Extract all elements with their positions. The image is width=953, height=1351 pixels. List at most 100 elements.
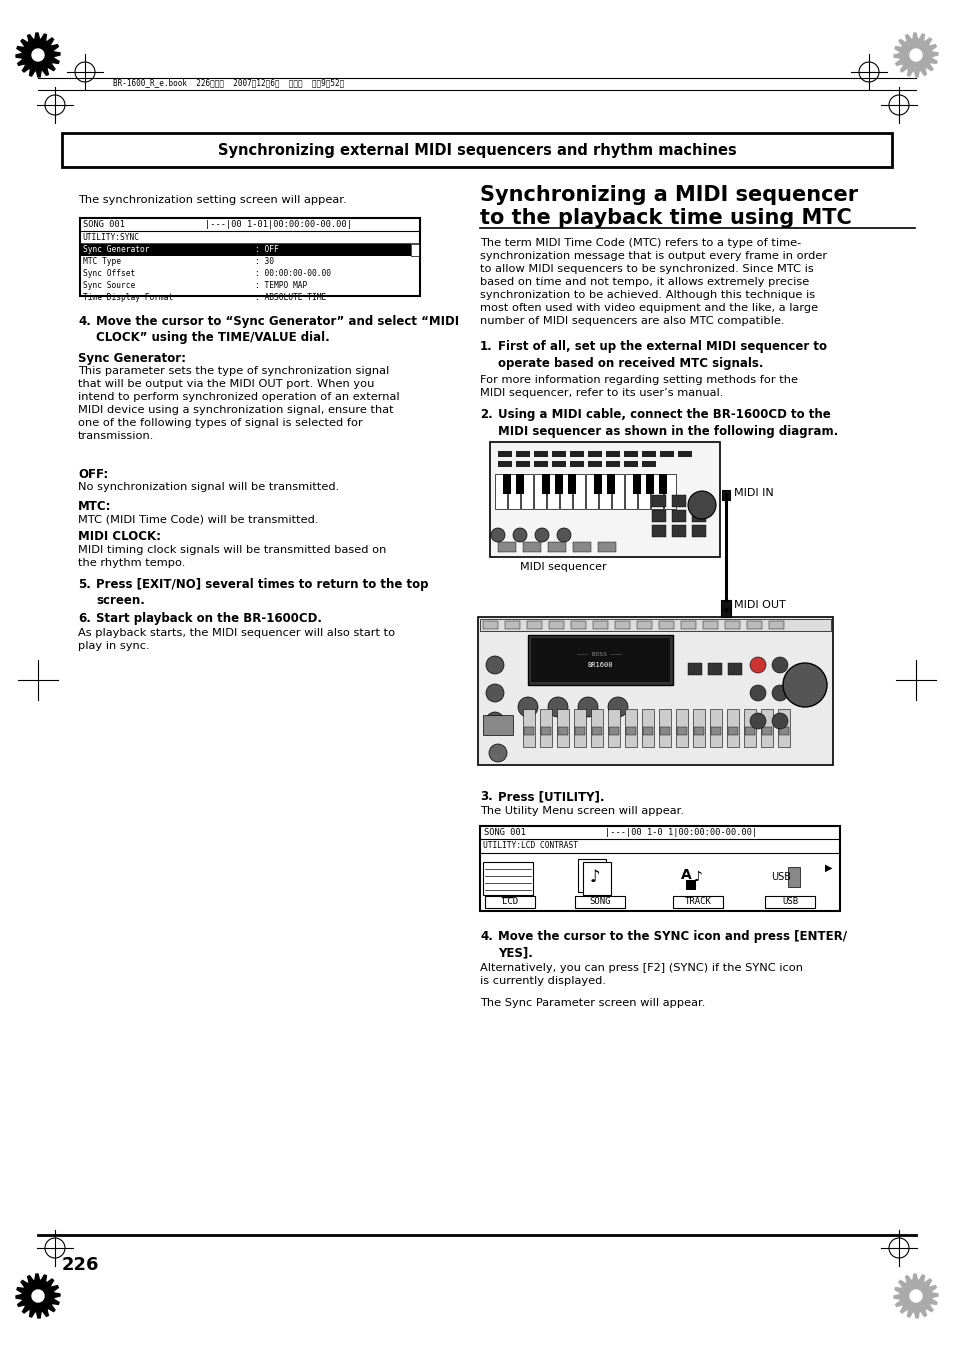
Text: For more information regarding setting methods for the
MIDI sequencer, refer to : For more information regarding setting m…: [479, 376, 797, 399]
Text: 226: 226: [62, 1256, 99, 1274]
Bar: [659, 451, 673, 457]
Bar: [606, 474, 615, 494]
Bar: [62, 132, 891, 168]
Polygon shape: [16, 32, 60, 77]
Bar: [633, 474, 640, 494]
Bar: [569, 461, 583, 467]
Bar: [546, 474, 558, 509]
Bar: [541, 474, 550, 494]
Bar: [495, 474, 506, 509]
Circle shape: [687, 490, 716, 519]
Text: Press [UTILITY].: Press [UTILITY].: [497, 790, 604, 802]
Bar: [651, 526, 665, 536]
Text: 6.: 6.: [78, 612, 91, 626]
Circle shape: [535, 528, 548, 542]
Bar: [548, 621, 563, 630]
Polygon shape: [893, 32, 937, 77]
Bar: [727, 663, 741, 676]
Bar: [573, 474, 584, 509]
Text: BR1600: BR1600: [587, 662, 612, 667]
Text: MTC (MIDI Time Code) will be transmitted.: MTC (MIDI Time Code) will be transmitted…: [78, 513, 318, 524]
Text: Using a MIDI cable, connect the BR-1600CD to the
MIDI sequencer as shown in the : Using a MIDI cable, connect the BR-1600C…: [497, 408, 838, 438]
Bar: [516, 461, 530, 467]
Bar: [594, 474, 601, 494]
Circle shape: [485, 712, 503, 730]
Bar: [552, 461, 565, 467]
Bar: [720, 609, 730, 617]
Bar: [676, 709, 687, 747]
Bar: [569, 451, 583, 457]
Bar: [677, 727, 686, 735]
Bar: [623, 461, 638, 467]
Text: : 30: : 30: [254, 257, 274, 266]
Circle shape: [771, 685, 787, 701]
Text: MIDI sequencer: MIDI sequencer: [519, 562, 606, 571]
Bar: [557, 709, 568, 747]
Bar: [641, 461, 656, 467]
Bar: [598, 542, 616, 553]
Bar: [671, 526, 685, 536]
Text: Move the cursor to “Sync Generator” and select “MIDI
CLOCK” using the TIME/VALUE: Move the cursor to “Sync Generator” and …: [96, 315, 458, 345]
Polygon shape: [909, 49, 921, 61]
Bar: [721, 490, 729, 500]
Text: ♪: ♪: [693, 870, 701, 884]
Text: to the playback time using MTC: to the playback time using MTC: [479, 208, 851, 228]
Text: Sync Generator:: Sync Generator:: [78, 353, 186, 365]
Bar: [638, 474, 649, 509]
Bar: [411, 245, 418, 255]
Bar: [607, 709, 619, 747]
Circle shape: [557, 528, 571, 542]
Bar: [778, 709, 789, 747]
Bar: [779, 727, 788, 735]
Bar: [482, 862, 533, 894]
Text: Press [EXIT/NO] several times to return to the top
screen.: Press [EXIT/NO] several times to return …: [96, 578, 428, 608]
Bar: [709, 709, 721, 747]
Bar: [659, 621, 673, 630]
Bar: [526, 621, 541, 630]
Text: UTILITY:LCD CONTRAST: UTILITY:LCD CONTRAST: [482, 842, 578, 850]
Bar: [523, 727, 534, 735]
Bar: [555, 474, 562, 494]
Bar: [477, 617, 832, 765]
Bar: [724, 621, 740, 630]
Bar: [547, 542, 565, 553]
Bar: [482, 715, 513, 735]
Text: The term MIDI Time Code (MTC) refers to a type of time-
synchronization message : The term MIDI Time Code (MTC) refers to …: [479, 238, 826, 326]
Text: Sync Offset: Sync Offset: [83, 269, 135, 278]
Bar: [672, 896, 722, 908]
Bar: [497, 542, 516, 553]
Bar: [615, 621, 629, 630]
Bar: [612, 474, 623, 509]
Bar: [659, 727, 669, 735]
Bar: [571, 621, 585, 630]
Circle shape: [749, 685, 765, 701]
Bar: [522, 542, 540, 553]
Text: BR-1600_R_e.book  226ページ  2007年12月6日  木曜日  午前9晈52分: BR-1600_R_e.book 226ページ 2007年12月6日 木曜日 午…: [112, 78, 344, 88]
Polygon shape: [16, 1274, 60, 1319]
Polygon shape: [32, 49, 44, 61]
Bar: [534, 461, 547, 467]
Text: Start playback on the BR-1600CD.: Start playback on the BR-1600CD.: [96, 612, 322, 626]
Text: ▶: ▶: [823, 863, 831, 873]
Bar: [507, 474, 519, 509]
Circle shape: [489, 744, 506, 762]
Bar: [671, 509, 685, 521]
Bar: [761, 727, 771, 735]
Bar: [575, 896, 624, 908]
Text: USB: USB: [781, 897, 798, 907]
Polygon shape: [893, 1274, 937, 1319]
Bar: [490, 442, 720, 557]
Bar: [641, 451, 656, 457]
Circle shape: [485, 684, 503, 703]
Bar: [720, 600, 730, 611]
Text: ♪: ♪: [589, 867, 599, 886]
Circle shape: [771, 657, 787, 673]
Bar: [585, 474, 598, 509]
Bar: [687, 663, 701, 676]
Text: LCD: LCD: [501, 897, 517, 907]
Bar: [582, 862, 610, 894]
Bar: [479, 619, 830, 631]
Bar: [680, 621, 696, 630]
Text: USB: USB: [770, 871, 790, 882]
Bar: [484, 896, 535, 908]
